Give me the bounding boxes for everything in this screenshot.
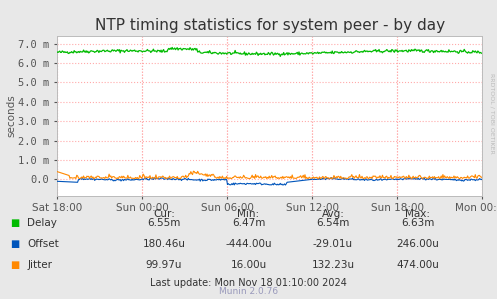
Text: 6.55m: 6.55m <box>147 218 181 228</box>
Text: 6.63m: 6.63m <box>401 218 434 228</box>
Text: 99.97u: 99.97u <box>146 260 182 270</box>
Text: 6.54m: 6.54m <box>316 218 350 228</box>
Text: 246.00u: 246.00u <box>396 239 439 249</box>
Text: Max:: Max: <box>405 209 430 219</box>
Y-axis label: seconds: seconds <box>7 94 17 137</box>
Text: Jitter: Jitter <box>27 260 52 270</box>
Title: NTP timing statistics for system peer - by day: NTP timing statistics for system peer - … <box>94 18 445 33</box>
Text: Munin 2.0.76: Munin 2.0.76 <box>219 287 278 296</box>
Text: 6.47m: 6.47m <box>232 218 265 228</box>
Text: ■: ■ <box>10 260 19 270</box>
Text: RRDTOOL / TOBI OETIKER: RRDTOOL / TOBI OETIKER <box>490 73 495 154</box>
Text: 16.00u: 16.00u <box>231 260 266 270</box>
Text: 180.46u: 180.46u <box>143 239 185 249</box>
Text: -29.01u: -29.01u <box>313 239 353 249</box>
Text: Delay: Delay <box>27 218 57 228</box>
Text: Last update: Mon Nov 18 01:10:00 2024: Last update: Mon Nov 18 01:10:00 2024 <box>150 278 347 289</box>
Text: Cur:: Cur: <box>153 209 175 219</box>
Text: Min:: Min: <box>238 209 259 219</box>
Text: ■: ■ <box>10 218 19 228</box>
Text: 474.00u: 474.00u <box>396 260 439 270</box>
Text: Offset: Offset <box>27 239 59 249</box>
Text: -444.00u: -444.00u <box>225 239 272 249</box>
Text: 132.23u: 132.23u <box>312 260 354 270</box>
Text: ■: ■ <box>10 239 19 249</box>
Text: Avg:: Avg: <box>322 209 344 219</box>
